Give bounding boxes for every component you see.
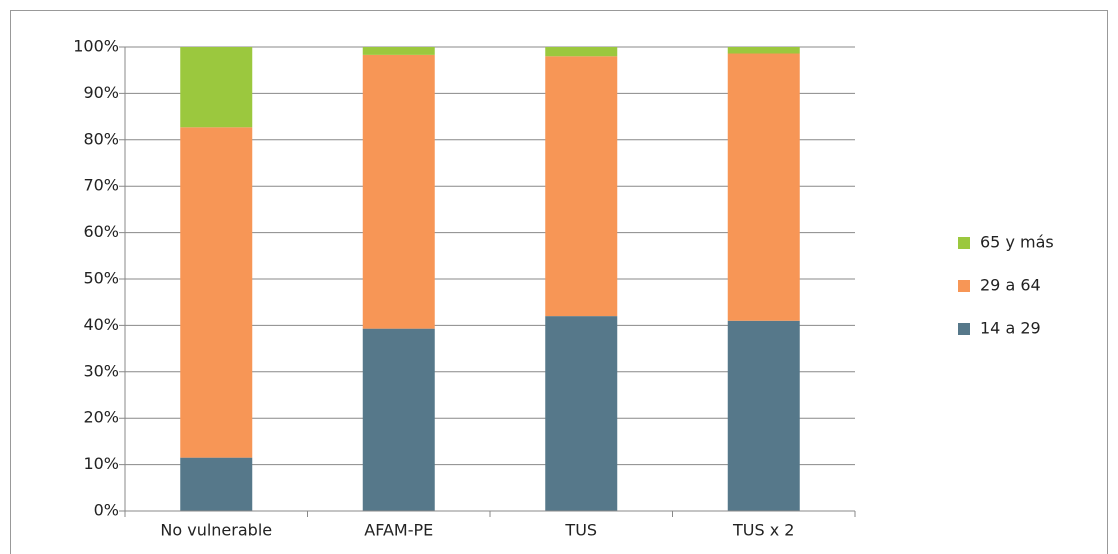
y-tick-label: 70%	[83, 176, 119, 195]
bar-segment	[362, 47, 435, 55]
x-tick-label: TUS x 2	[732, 521, 794, 540]
legend-swatch	[958, 280, 970, 292]
legend-swatch	[958, 237, 970, 249]
y-tick-label: 50%	[83, 269, 119, 288]
legend-swatch	[958, 323, 970, 335]
bar-segment	[180, 47, 253, 128]
y-tick-label: 80%	[83, 129, 119, 148]
legend-label: 65 y más	[980, 233, 1054, 252]
bar-segment	[727, 53, 800, 321]
x-tick-label: AFAM-PE	[364, 521, 433, 540]
y-tick-label: 30%	[83, 361, 119, 380]
bar-segment	[727, 320, 800, 511]
y-tick-label: 10%	[83, 454, 119, 473]
bar-segment	[727, 47, 800, 54]
x-tick-label: No vulnerable	[160, 521, 272, 540]
bar-segment	[362, 328, 435, 511]
bar-segment	[545, 316, 618, 511]
y-tick-label: 20%	[83, 408, 119, 427]
x-tick-label: TUS	[564, 521, 597, 540]
bar-segment	[180, 457, 253, 511]
y-tick-label: 60%	[83, 222, 119, 241]
bar-segment	[362, 54, 435, 329]
bar-segment	[545, 56, 618, 317]
legend-label: 14 a 29	[980, 319, 1041, 338]
y-tick-label: 90%	[83, 83, 119, 102]
y-tick-label: 100%	[73, 37, 119, 56]
y-tick-label: 40%	[83, 315, 119, 334]
bar-segment	[545, 47, 618, 57]
y-tick-label: 0%	[94, 501, 119, 520]
bar-segment	[180, 127, 253, 458]
legend-label: 29 a 64	[980, 276, 1041, 295]
